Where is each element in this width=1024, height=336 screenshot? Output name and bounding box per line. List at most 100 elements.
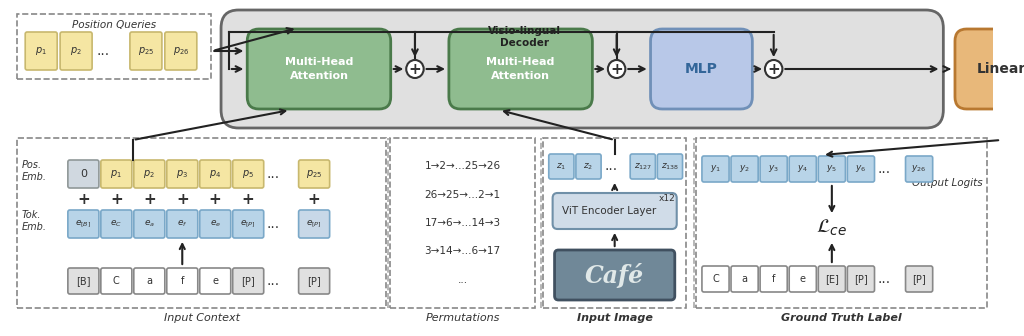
FancyBboxPatch shape bbox=[955, 29, 1024, 109]
Text: $p_3$: $p_3$ bbox=[176, 168, 188, 180]
FancyBboxPatch shape bbox=[247, 29, 391, 109]
Bar bbox=[17, 14, 211, 79]
FancyBboxPatch shape bbox=[847, 266, 874, 292]
FancyBboxPatch shape bbox=[553, 193, 677, 229]
Text: Pos.
Emb.: Pos. Emb. bbox=[22, 160, 46, 182]
Text: Visio-lingual
Decoder: Visio-lingual Decoder bbox=[487, 26, 561, 48]
FancyBboxPatch shape bbox=[100, 210, 132, 238]
FancyBboxPatch shape bbox=[650, 29, 753, 109]
Text: C: C bbox=[113, 276, 120, 286]
Text: Café: Café bbox=[585, 262, 644, 288]
Text: $z_1$: $z_1$ bbox=[556, 161, 566, 172]
Bar bbox=[543, 138, 686, 308]
Text: Permutations: Permutations bbox=[425, 313, 500, 323]
FancyBboxPatch shape bbox=[549, 154, 574, 179]
FancyBboxPatch shape bbox=[130, 32, 162, 70]
Text: $y_3$: $y_3$ bbox=[768, 164, 779, 174]
FancyBboxPatch shape bbox=[60, 32, 92, 70]
Text: $\mathcal{L}_{ce}$: $\mathcal{L}_{ce}$ bbox=[816, 218, 847, 238]
FancyBboxPatch shape bbox=[299, 268, 330, 294]
Text: $p_2$: $p_2$ bbox=[71, 45, 82, 57]
Text: $e_e$: $e_e$ bbox=[210, 219, 221, 229]
Text: +: + bbox=[209, 192, 221, 207]
FancyBboxPatch shape bbox=[167, 210, 198, 238]
FancyBboxPatch shape bbox=[134, 268, 165, 294]
Text: f: f bbox=[180, 276, 184, 286]
FancyBboxPatch shape bbox=[232, 160, 264, 188]
Text: x12: x12 bbox=[659, 194, 676, 203]
Text: ...: ... bbox=[267, 274, 280, 288]
Text: Input Image: Input Image bbox=[577, 313, 652, 323]
FancyBboxPatch shape bbox=[232, 268, 264, 294]
FancyBboxPatch shape bbox=[68, 268, 99, 294]
FancyBboxPatch shape bbox=[818, 156, 846, 182]
Text: $p_1$: $p_1$ bbox=[35, 45, 47, 57]
FancyBboxPatch shape bbox=[232, 210, 264, 238]
Text: ...: ... bbox=[604, 160, 617, 173]
Text: +: + bbox=[110, 192, 123, 207]
Text: C: C bbox=[712, 274, 719, 284]
Text: $p_1$: $p_1$ bbox=[111, 168, 122, 180]
Text: $e_a$: $e_a$ bbox=[143, 219, 155, 229]
FancyBboxPatch shape bbox=[701, 156, 729, 182]
FancyBboxPatch shape bbox=[905, 266, 933, 292]
Text: $z_{127}$: $z_{127}$ bbox=[634, 161, 652, 172]
Text: $e_f$: $e_f$ bbox=[177, 219, 187, 229]
FancyBboxPatch shape bbox=[657, 154, 683, 179]
Text: MLP: MLP bbox=[685, 62, 718, 76]
FancyBboxPatch shape bbox=[760, 156, 787, 182]
Text: 0: 0 bbox=[80, 169, 87, 179]
Text: $p_5$: $p_5$ bbox=[243, 168, 254, 180]
FancyBboxPatch shape bbox=[68, 210, 99, 238]
Text: +: + bbox=[242, 192, 255, 207]
Text: e: e bbox=[212, 276, 218, 286]
Text: Multi-Head
Attention: Multi-Head Attention bbox=[285, 57, 353, 81]
Text: +: + bbox=[308, 192, 321, 207]
Text: 26→25→...2→1: 26→25→...2→1 bbox=[424, 190, 501, 200]
Text: ...: ... bbox=[878, 162, 891, 176]
Text: Ground Truth Label: Ground Truth Label bbox=[781, 313, 902, 323]
FancyBboxPatch shape bbox=[100, 268, 132, 294]
Text: 17→6→...14→3: 17→6→...14→3 bbox=[424, 218, 501, 228]
FancyBboxPatch shape bbox=[575, 154, 601, 179]
Text: ViT Encoder Layer: ViT Encoder Layer bbox=[562, 206, 656, 216]
FancyBboxPatch shape bbox=[299, 160, 330, 188]
Text: f: f bbox=[772, 274, 775, 284]
Text: $e_{[P]}$: $e_{[P]}$ bbox=[241, 218, 256, 229]
Text: [B]: [B] bbox=[76, 276, 91, 286]
Text: 1→2→...25→26: 1→2→...25→26 bbox=[424, 161, 501, 171]
FancyBboxPatch shape bbox=[26, 32, 57, 70]
Text: Output Logits: Output Logits bbox=[912, 178, 983, 188]
FancyBboxPatch shape bbox=[200, 268, 230, 294]
Text: $y_5$: $y_5$ bbox=[826, 164, 838, 174]
Text: $e_{[P]}$: $e_{[P]}$ bbox=[306, 218, 322, 229]
Text: a: a bbox=[146, 276, 153, 286]
Text: a: a bbox=[741, 274, 748, 284]
FancyBboxPatch shape bbox=[165, 32, 197, 70]
Text: [P]: [P] bbox=[307, 276, 321, 286]
Text: $z_2$: $z_2$ bbox=[584, 161, 594, 172]
Circle shape bbox=[608, 60, 626, 78]
Text: Position Queries: Position Queries bbox=[73, 20, 157, 30]
FancyBboxPatch shape bbox=[731, 266, 758, 292]
Text: ...: ... bbox=[458, 275, 468, 285]
Text: +: + bbox=[409, 61, 421, 77]
FancyBboxPatch shape bbox=[818, 266, 846, 292]
FancyBboxPatch shape bbox=[731, 156, 758, 182]
FancyBboxPatch shape bbox=[167, 160, 198, 188]
FancyBboxPatch shape bbox=[555, 250, 675, 300]
FancyBboxPatch shape bbox=[68, 160, 99, 188]
Text: Multi-Head
Attention: Multi-Head Attention bbox=[486, 57, 555, 81]
FancyBboxPatch shape bbox=[200, 210, 230, 238]
Bar bbox=[696, 138, 987, 308]
FancyBboxPatch shape bbox=[100, 160, 132, 188]
Text: Linear: Linear bbox=[977, 62, 1024, 76]
Text: +: + bbox=[767, 61, 780, 77]
Text: $y_1$: $y_1$ bbox=[710, 164, 721, 174]
Text: +: + bbox=[176, 192, 188, 207]
Text: +: + bbox=[77, 192, 90, 207]
Text: $e_{[B]}$: $e_{[B]}$ bbox=[75, 218, 91, 229]
Bar bbox=[390, 138, 536, 308]
FancyBboxPatch shape bbox=[905, 156, 933, 182]
Text: ...: ... bbox=[878, 272, 891, 286]
